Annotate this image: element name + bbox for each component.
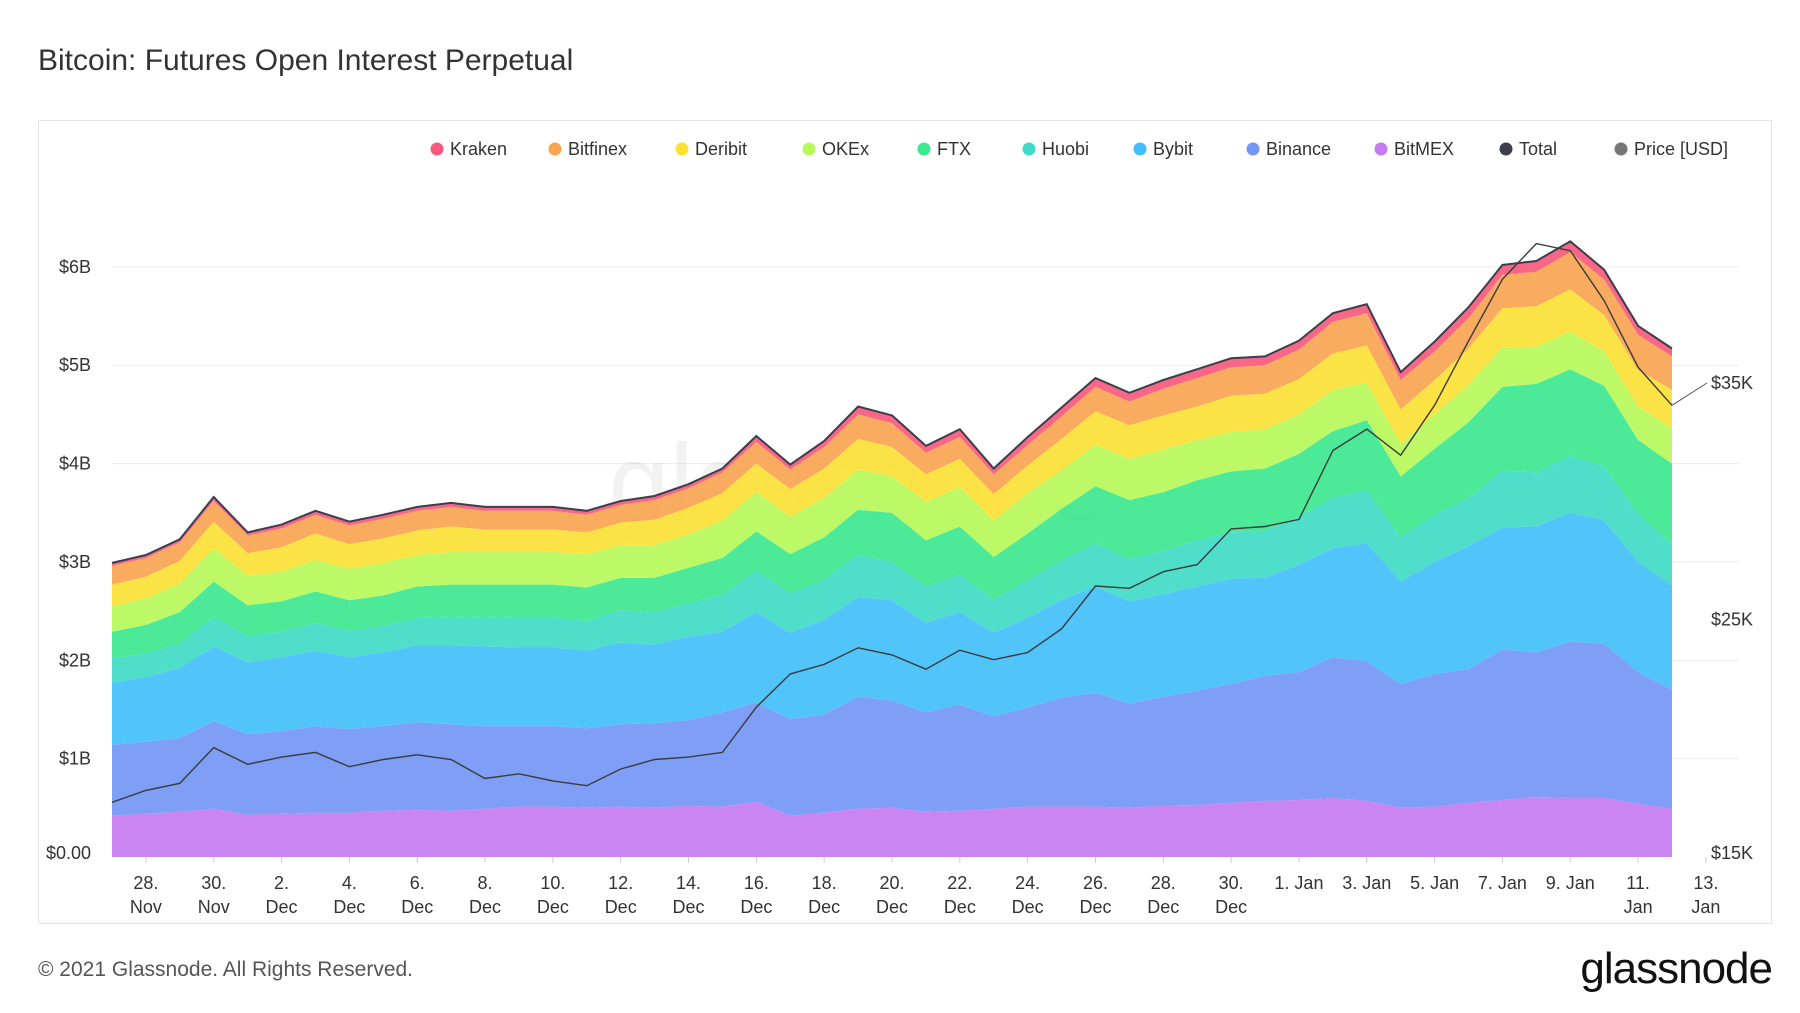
x-tick-label: Jan (1691, 897, 1720, 917)
y-tick-label: $0.00 (46, 843, 91, 863)
legend-swatch-deribit (675, 142, 689, 156)
x-tick-label: 14. (676, 873, 701, 893)
x-tick-label: Dec (740, 897, 772, 917)
x-tick-label: Dec (1147, 897, 1179, 917)
x-tick-label: Dec (1215, 897, 1247, 917)
x-tick-label: 4. (342, 873, 357, 893)
x-tick-label: 11. (1626, 873, 1650, 893)
legend-swatch-total (1499, 142, 1513, 156)
price-end-connector (1671, 382, 1708, 406)
x-tick-label: 26. (1083, 873, 1108, 893)
legend-swatch-bitmex (1374, 142, 1388, 156)
y-tick-label: $4B (59, 454, 91, 474)
x-tick-label: 5. Jan (1410, 873, 1459, 893)
y-tick-label: $6B (59, 257, 91, 277)
legend-item-total[interactable]: Total (1519, 139, 1557, 159)
x-tick-label: Nov (198, 897, 230, 917)
x-tick-label: Dec (333, 897, 365, 917)
x-tick-label: 2. (274, 873, 289, 893)
price-end-label: $35K (1711, 373, 1753, 393)
x-tick-label: Dec (808, 897, 840, 917)
total-line (111, 240, 1673, 564)
legend-swatch-huobi (1022, 142, 1036, 156)
chart-panel: glassnode$35K$0.00$1B$2B$3B$4B$5B$6B$15K… (38, 120, 1772, 924)
x-tick-label: 8. (478, 873, 493, 893)
x-tick-label: 6. (410, 873, 425, 893)
x-tick-label: 13. (1693, 873, 1718, 893)
x-tick-label: Jan (1624, 897, 1653, 917)
legend-swatch-okex (802, 142, 816, 156)
x-tick-label: Nov (130, 897, 162, 917)
legend-swatch-bitfinex (548, 142, 562, 156)
legend-swatch-ftx (917, 142, 931, 156)
x-tick-label: 9. Jan (1546, 873, 1595, 893)
legend-item-binance[interactable]: Binance (1266, 139, 1331, 159)
x-tick-label: 30. (201, 873, 226, 893)
legend-item-huobi[interactable]: Huobi (1042, 139, 1089, 159)
legend-swatch-binance (1246, 142, 1260, 156)
y2-tick-label: $25K (1711, 609, 1753, 629)
legend-swatch-price-usd- (1614, 142, 1628, 156)
x-tick-label: Dec (673, 897, 705, 917)
x-tick-label: 3. Jan (1342, 873, 1391, 893)
x-tick-label: Dec (469, 897, 501, 917)
area-bitmex (112, 797, 1672, 857)
area-ftx (112, 369, 1672, 659)
x-tick-label: 10. (540, 873, 565, 893)
x-tick-label: Dec (1079, 897, 1111, 917)
y2-tick-label: $15K (1711, 843, 1753, 863)
legend-item-bitfinex[interactable]: Bitfinex (568, 139, 627, 159)
x-tick-label: 20. (879, 873, 904, 893)
x-tick-label: Dec (944, 897, 976, 917)
legend-item-okex[interactable]: OKEx (822, 139, 869, 159)
y-tick-label: $1B (59, 749, 91, 769)
y-tick-label: $2B (59, 650, 91, 670)
legend-item-price-usd-[interactable]: Price [USD] (1634, 139, 1728, 159)
y-tick-label: $3B (59, 552, 91, 572)
x-tick-label: 16. (744, 873, 769, 893)
open-interest-chart: glassnode$35K$0.00$1B$2B$3B$4B$5B$6B$15K… (46, 139, 1753, 917)
x-tick-label: 12. (608, 873, 633, 893)
x-tick-label: Dec (401, 897, 433, 917)
x-tick-label: Dec (605, 897, 637, 917)
x-tick-label: 18. (812, 873, 837, 893)
x-tick-label: 1. Jan (1274, 873, 1323, 893)
x-tick-label: 28. (133, 873, 158, 893)
area-okex (112, 331, 1672, 632)
legend-item-bybit[interactable]: Bybit (1153, 139, 1193, 159)
legend-item-deribit[interactable]: Deribit (695, 139, 747, 159)
x-tick-label: Dec (266, 897, 298, 917)
area-bybit (112, 512, 1672, 745)
y-tick-label: $5B (59, 355, 91, 375)
legend-item-ftx[interactable]: FTX (937, 139, 971, 159)
x-tick-label: Dec (876, 897, 908, 917)
x-tick-label: 28. (1151, 873, 1176, 893)
x-tick-label: Dec (537, 897, 569, 917)
legend-swatch-bybit (1133, 142, 1147, 156)
legend-item-bitmex[interactable]: BitMEX (1394, 139, 1454, 159)
x-tick-label: Dec (1012, 897, 1044, 917)
x-tick-label: 30. (1219, 873, 1244, 893)
area-deribit (112, 289, 1672, 607)
x-tick-label: 22. (947, 873, 972, 893)
glassnode-logo[interactable]: glassnode (1580, 944, 1773, 993)
x-tick-label: 24. (1015, 873, 1040, 893)
x-tick-label: 7. Jan (1478, 873, 1527, 893)
page-title: Bitcoin: Futures Open Interest Perpetual (38, 44, 574, 77)
legend-swatch-kraken (430, 142, 444, 156)
price-line (111, 242, 1673, 803)
copyright-text: © 2021 Glassnode. All Rights Reserved. (38, 958, 414, 981)
area-bitfinex (112, 252, 1672, 585)
area-binance (112, 641, 1672, 816)
area-huobi (112, 455, 1672, 683)
legend-item-kraken[interactable]: Kraken (450, 139, 507, 159)
